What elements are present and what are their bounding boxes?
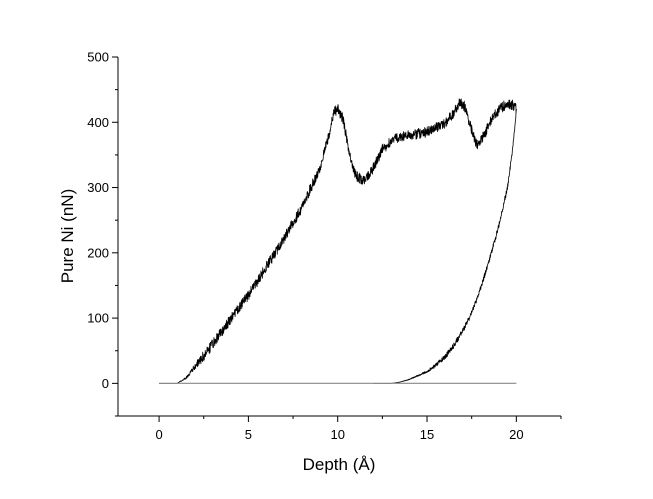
y-tick-label: 300 (87, 180, 109, 195)
series-layer (158, 98, 517, 384)
x-tick-label: 0 (155, 427, 162, 442)
x-tick-label: 5 (245, 427, 252, 442)
y-axis-label: Pure Ni (nN) (58, 189, 77, 283)
y-tick-label: 0 (102, 376, 109, 391)
x-axis-label: Depth (Å) (303, 455, 376, 474)
y-tick-label: 500 (87, 50, 109, 65)
y-tick-label: 400 (87, 115, 109, 130)
x-tick-label: 10 (330, 427, 344, 442)
x-axis-ticks: 0 5 10 15 20 (155, 416, 562, 442)
y-tick-label: 200 (87, 245, 109, 260)
x-tick-label: 15 (420, 427, 434, 442)
unloading-curve (373, 109, 517, 384)
loading-curve (158, 98, 517, 384)
x-tick-label: 20 (509, 427, 523, 442)
plot-frame (117, 57, 561, 417)
y-axis-ticks: 0 100 200 300 400 500 (87, 50, 118, 417)
y-tick-label: 100 (87, 311, 109, 326)
